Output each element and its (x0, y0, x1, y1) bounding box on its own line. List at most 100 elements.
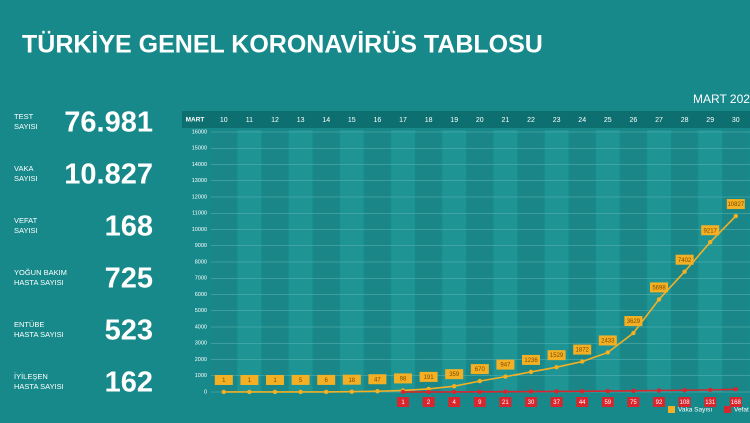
column (493, 130, 518, 392)
x-tick-label: 12 (271, 117, 279, 124)
column (212, 130, 236, 392)
value-label: 47 (374, 377, 381, 383)
x-header: MART (186, 117, 205, 124)
chart-subtitle: MART 2020 (693, 92, 750, 106)
value-label: 1 (401, 400, 405, 406)
value-label-box (342, 374, 361, 385)
y-tick-label: 12000 (192, 194, 207, 200)
value-label: 44 (579, 400, 586, 406)
value-label-box (550, 397, 563, 407)
point (528, 389, 534, 394)
y-tick-label: 8000 (195, 259, 207, 265)
value-label-box (701, 225, 720, 236)
value-label: 37 (553, 400, 560, 406)
value-label: 191 (424, 375, 435, 381)
point (503, 389, 508, 394)
column (288, 130, 313, 392)
value-label-box (624, 316, 643, 327)
y-tick-label: 0 (204, 389, 207, 395)
column (544, 130, 569, 392)
value-label: 1 (222, 378, 226, 384)
value-label: 5 (299, 378, 303, 384)
legend-label: Vaka Sayısı (678, 407, 712, 414)
column (365, 130, 390, 392)
value-label: 9217 (704, 228, 718, 234)
point (452, 383, 457, 389)
y-tick-label: 3000 (195, 341, 207, 347)
point (682, 269, 687, 274)
point (349, 389, 354, 394)
point (605, 350, 610, 355)
value-label-box (266, 374, 284, 385)
value-label: 6 (325, 378, 329, 384)
stat-label: TEST (14, 112, 34, 121)
point (580, 359, 585, 364)
y-tick-label: 2000 (195, 357, 207, 363)
point (477, 389, 482, 395)
x-tick-label: 23 (553, 117, 561, 124)
value-label: 10827 (727, 202, 744, 208)
stat-value: 10.827 (64, 159, 153, 191)
value-label-box (394, 373, 412, 384)
value-label-box (317, 374, 336, 385)
column (340, 130, 364, 392)
value-label-box (678, 397, 691, 407)
value-label: 670 (475, 367, 486, 373)
column (263, 130, 287, 392)
x-tick-label: 17 (399, 117, 407, 124)
point (324, 389, 329, 395)
x-tick-label: 19 (450, 117, 458, 124)
y-tick-label: 15000 (192, 146, 207, 152)
point (656, 297, 662, 302)
x-tick-label: 27 (655, 117, 663, 124)
value-label-box (598, 335, 617, 346)
stat-label: HASTA SAYISI (14, 278, 64, 287)
value-label-box (496, 359, 515, 370)
x-tick-label: 13 (297, 117, 305, 124)
value-label-box (499, 397, 512, 407)
value-label: 92 (656, 400, 663, 406)
point (528, 369, 534, 375)
stat-label: VAKA (14, 164, 33, 173)
stat-label: ENTÜBE (14, 320, 44, 329)
y-tick-label: 11000 (192, 211, 207, 217)
column (570, 130, 594, 392)
x-tick-label: 30 (732, 117, 740, 124)
legend-label: Vefat Sayısı (734, 407, 750, 414)
value-label: 98 (400, 376, 407, 382)
stat-label: İYİLEŞEN (14, 372, 48, 381)
point (682, 388, 687, 393)
stat-label: SAYISI (14, 226, 38, 235)
point (375, 389, 380, 394)
value-label-box (704, 397, 717, 407)
value-label-box (573, 344, 592, 355)
header-band (182, 111, 750, 128)
point (452, 389, 457, 395)
value-label-box (675, 254, 694, 265)
x-tick-label: 21 (502, 117, 510, 124)
point (298, 389, 303, 395)
value-label-box (291, 374, 310, 385)
value-label: 59 (604, 400, 611, 406)
value-label: 75 (630, 400, 637, 406)
y-tick-label: 4000 (195, 324, 207, 330)
stat-value: 725 (105, 263, 153, 295)
point (221, 389, 226, 395)
column (416, 130, 441, 392)
column (442, 130, 466, 392)
x-tick-label: 28 (681, 117, 689, 124)
value-label-box (726, 199, 745, 210)
point (426, 389, 431, 395)
point (708, 240, 713, 245)
stat-label: SAYISI (14, 174, 38, 183)
x-tick-label: 10 (220, 117, 228, 124)
stat-label: HASTA SAYISI (14, 330, 64, 339)
point (400, 389, 406, 395)
value-label-box (368, 374, 387, 385)
point (733, 213, 738, 219)
value-label-box (448, 397, 461, 407)
value-label: 1529 (550, 353, 564, 359)
point (554, 389, 559, 394)
value-label: 7402 (678, 258, 692, 264)
point (477, 378, 482, 384)
